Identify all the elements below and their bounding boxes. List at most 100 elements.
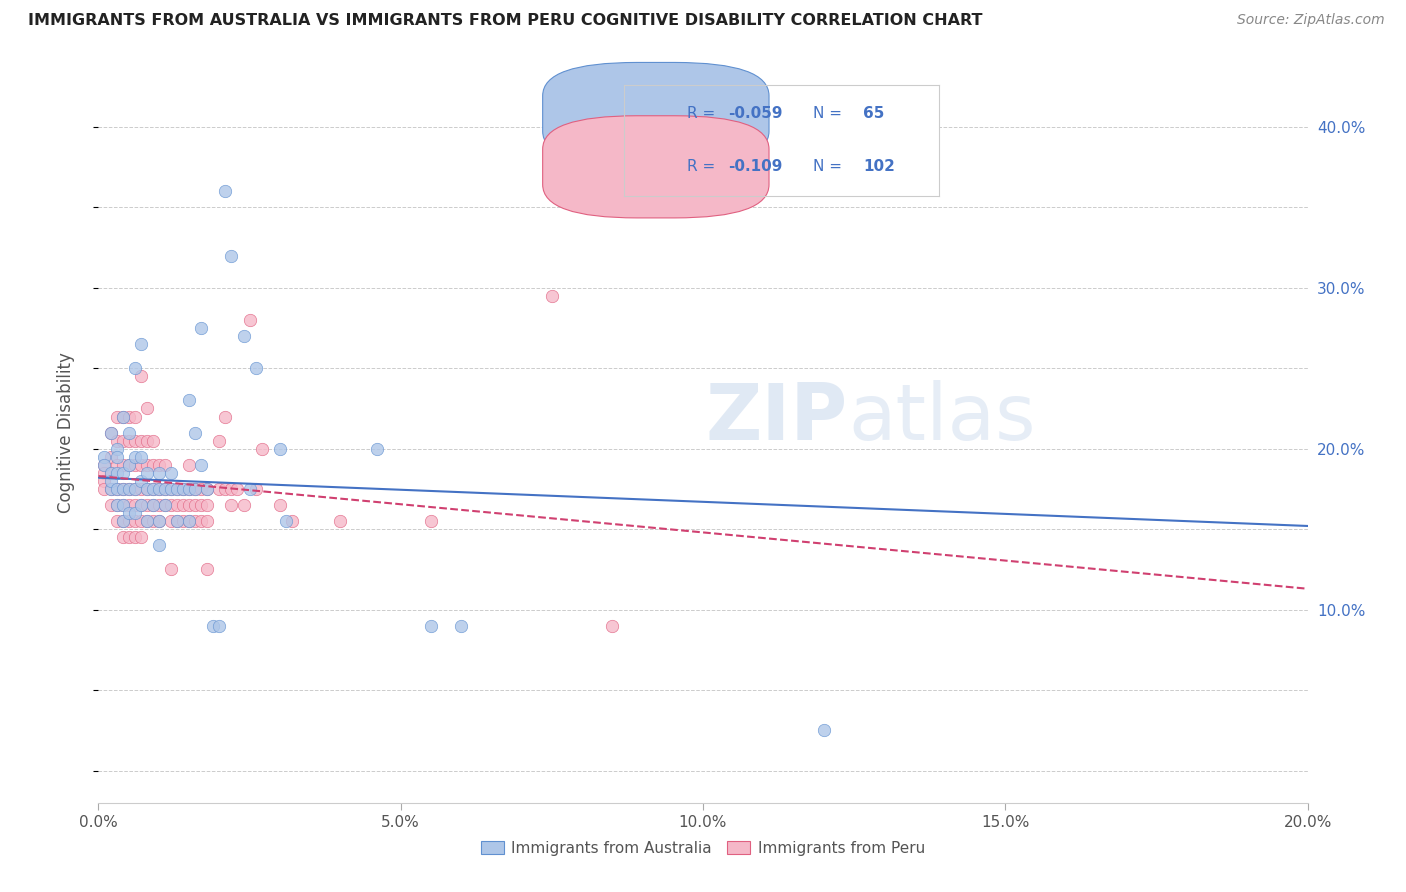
Point <box>195 498 218 512</box>
Point <box>190 482 212 496</box>
Point <box>153 458 176 472</box>
Point <box>184 425 207 440</box>
Point <box>420 514 443 528</box>
Point <box>142 482 165 496</box>
Point <box>93 482 115 496</box>
Point <box>135 498 157 512</box>
Point <box>232 329 254 343</box>
Point <box>148 466 170 480</box>
Point <box>105 434 128 448</box>
Point <box>160 482 183 496</box>
Point <box>105 458 128 472</box>
Point <box>118 498 141 512</box>
Point <box>166 514 188 528</box>
Point <box>160 514 183 528</box>
Point <box>100 498 122 512</box>
Point <box>135 514 157 528</box>
Point <box>148 538 170 552</box>
Point <box>124 450 146 464</box>
Point <box>100 425 122 440</box>
Point <box>100 466 122 480</box>
Point <box>190 514 212 528</box>
Point <box>166 482 188 496</box>
Point <box>148 458 170 472</box>
Point <box>179 458 201 472</box>
Point <box>129 530 152 544</box>
Point <box>281 514 304 528</box>
Point <box>153 482 176 496</box>
Point <box>111 466 134 480</box>
Point <box>124 482 146 496</box>
Point <box>221 498 243 512</box>
Point <box>190 498 212 512</box>
Point <box>105 466 128 480</box>
Point <box>166 514 188 528</box>
Point <box>118 425 141 440</box>
Point <box>153 498 176 512</box>
Point <box>232 498 254 512</box>
Point <box>202 619 225 633</box>
Point <box>124 514 146 528</box>
Point <box>160 466 183 480</box>
Point <box>129 434 152 448</box>
Point <box>142 498 165 512</box>
Point <box>245 361 267 376</box>
Point <box>111 514 134 528</box>
Point <box>100 482 122 496</box>
Point <box>166 498 188 512</box>
Point <box>118 514 141 528</box>
Point <box>160 562 183 576</box>
Point <box>148 498 170 512</box>
Point <box>148 514 170 528</box>
Point <box>93 458 115 472</box>
Point <box>124 434 146 448</box>
Point <box>135 482 157 496</box>
Point <box>124 482 146 496</box>
Point <box>184 482 207 496</box>
Point <box>111 514 134 528</box>
Point <box>100 466 122 480</box>
Point <box>239 313 262 327</box>
Point <box>124 498 146 512</box>
Point <box>172 482 194 496</box>
Point <box>93 466 115 480</box>
Point <box>100 482 122 496</box>
Point <box>135 466 157 480</box>
Point <box>105 409 128 424</box>
Point <box>124 361 146 376</box>
Point <box>135 482 157 496</box>
Y-axis label: Cognitive Disability: Cognitive Disability <box>56 352 75 513</box>
Point <box>129 458 152 472</box>
Legend: Immigrants from Australia, Immigrants from Peru: Immigrants from Australia, Immigrants fr… <box>475 835 931 862</box>
Point <box>239 482 262 496</box>
Point <box>172 498 194 512</box>
Point <box>105 498 128 512</box>
Point <box>111 458 134 472</box>
Point <box>179 514 201 528</box>
Point <box>153 482 176 496</box>
Point <box>250 442 273 456</box>
Point <box>129 474 152 488</box>
Text: ZIP: ZIP <box>706 380 848 456</box>
Point <box>148 482 170 496</box>
Point <box>135 514 157 528</box>
Point <box>214 482 236 496</box>
Point <box>111 498 134 512</box>
Point <box>190 321 212 335</box>
Point <box>129 514 152 528</box>
Point <box>100 425 122 440</box>
Point <box>105 482 128 496</box>
Point <box>153 498 176 512</box>
Point <box>93 450 115 464</box>
Point <box>214 184 236 198</box>
Point <box>226 482 249 496</box>
Point <box>142 498 165 512</box>
Point <box>105 514 128 528</box>
Point <box>184 498 207 512</box>
Point <box>245 482 267 496</box>
Point <box>118 458 141 472</box>
Point <box>135 434 157 448</box>
Point <box>129 450 152 464</box>
Point <box>100 450 122 464</box>
Point <box>148 482 170 496</box>
